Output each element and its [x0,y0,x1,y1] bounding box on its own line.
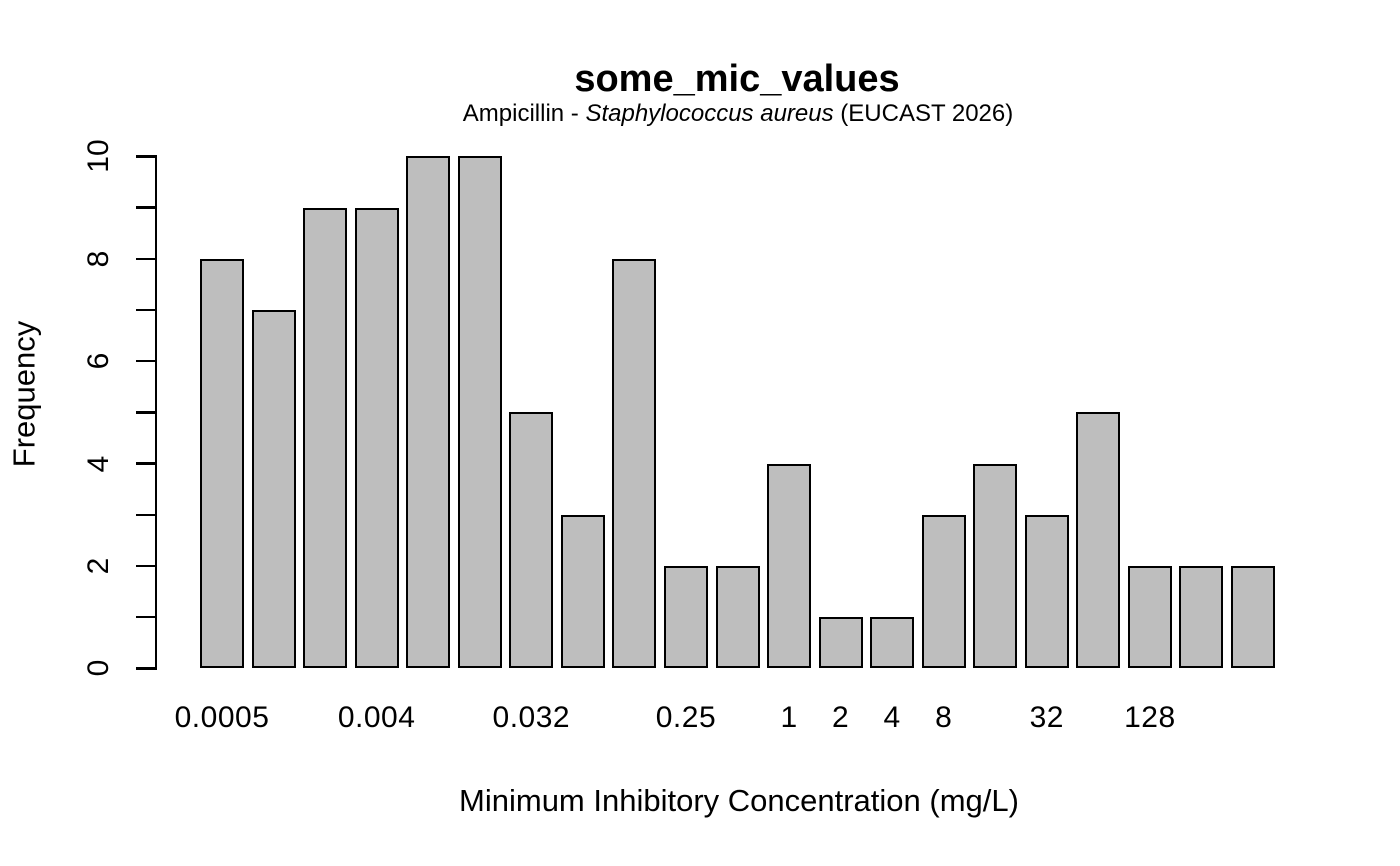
bar [1231,566,1275,669]
y-tick-label: 2 [82,557,115,575]
x-tick-label: 0.25 [655,701,717,734]
bar [251,310,296,669]
bar [509,412,554,669]
bar [1076,412,1121,669]
y-tick [135,411,155,414]
x-axis-title: Minimum Inhibitory Concentration (mg/L) [459,783,1019,818]
x-tick-label: 128 [1124,701,1176,734]
y-tick [135,564,155,568]
y-tick [135,513,155,517]
y-axis-line [154,155,157,670]
y-tick-label: 0 [82,660,115,677]
x-tick-label: 32 [1029,701,1064,734]
y-tick-label: 4 [82,455,115,472]
bar [1127,566,1172,669]
y-tick [135,615,155,619]
bar [921,514,966,669]
bar [818,617,863,669]
bar [457,156,502,669]
bar [200,258,244,669]
bar [354,207,399,669]
y-tick [135,257,155,261]
bar [663,566,708,669]
x-tick-label: 0.0005 [174,701,270,734]
y-tick [135,462,155,465]
bar [303,207,348,669]
bar [1179,566,1224,669]
x-tick-label: 8 [935,701,953,734]
y-tick [135,155,155,158]
bar [973,463,1018,669]
y-tick [135,667,155,670]
subtitle-antibiotic: Ampicillin - [462,100,586,127]
subtitle-species: Staphylococcus aureus [585,100,834,127]
bar [767,463,812,669]
bar [406,156,451,669]
bar [612,258,657,669]
bar [870,617,915,669]
x-tick-label: 4 [883,701,901,734]
subtitle-guideline: (EUCAST 2026) [833,100,1014,127]
y-tick [135,308,155,312]
y-tick-label: 8 [82,250,115,268]
x-tick-label: 0.032 [492,701,571,734]
bar [560,514,605,669]
chart-title: some_mic_values [574,58,900,100]
y-tick [135,206,155,209]
bar [1024,514,1069,669]
y-tick-label: 10 [82,139,115,174]
bar [715,566,760,669]
y-tick-label: 6 [82,352,115,370]
y-axis-title: Frequency [6,320,42,468]
x-tick-label: 1 [780,701,798,734]
chart-subtitle: Ampicillin - Staphylococcus aureus (EUCA… [462,100,1014,127]
y-tick [135,359,155,363]
x-tick-label: 0.004 [337,701,416,734]
x-tick-label: 2 [832,701,850,734]
